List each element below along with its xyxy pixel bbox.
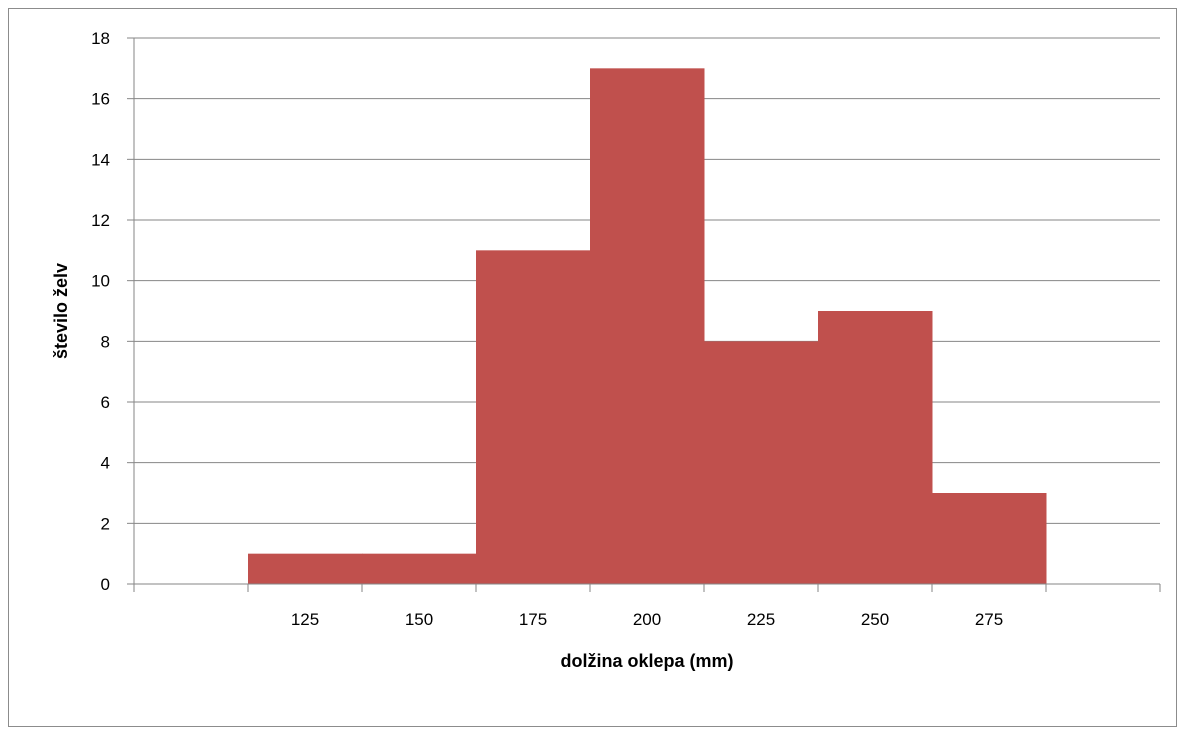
y-tick-label: 6 [101, 393, 110, 412]
x-tick-label: 225 [747, 610, 775, 629]
y-tick-label: 4 [101, 454, 110, 473]
y-tick-label: 14 [91, 150, 110, 169]
y-tick-label: 0 [101, 575, 110, 594]
y-tick-label: 2 [101, 514, 110, 533]
x-tick-label: 275 [975, 610, 1003, 629]
histogram-bar [704, 341, 819, 584]
y-tick-label: 18 [91, 29, 110, 48]
x-tick-label: 150 [405, 610, 433, 629]
y-tick-labels: 0 2 4 6 8 10 12 14 16 18 [91, 29, 110, 594]
histogram-bar [476, 250, 591, 585]
histogram-bar [932, 493, 1047, 584]
histogram-bar [590, 68, 705, 585]
x-tick-label: 175 [519, 610, 547, 629]
histogram-bar [362, 553, 477, 584]
y-tick-label: 8 [101, 332, 110, 351]
bars [248, 68, 1047, 585]
x-tick-label: 250 [861, 610, 889, 629]
x-tick-labels: 125 150 175 200 225 250 275 [291, 610, 1003, 629]
y-tick-label: 12 [91, 211, 110, 230]
y-tick-label: 16 [91, 90, 110, 109]
axes [133, 38, 1161, 592]
histogram-bar [248, 553, 363, 584]
y-tick-label: 10 [91, 272, 110, 291]
x-axis-title: dolžina oklepa (mm) [560, 651, 733, 671]
histogram-bar [818, 311, 933, 584]
x-tick-label: 125 [291, 610, 319, 629]
y-axis-title: število želv [51, 263, 71, 359]
x-tick-label: 200 [633, 610, 661, 629]
